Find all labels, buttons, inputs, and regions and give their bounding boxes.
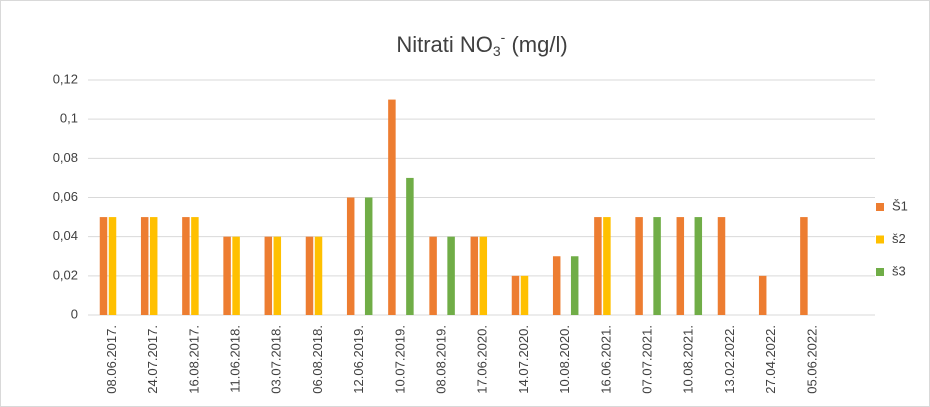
x-tick-label: 12.06.2019. bbox=[351, 325, 366, 394]
y-tick-label: 0,1 bbox=[60, 111, 78, 126]
y-tick-label: 0,12 bbox=[53, 71, 78, 86]
bar bbox=[694, 217, 703, 315]
x-tick-label: 03.07.2018. bbox=[269, 325, 284, 394]
bar bbox=[364, 197, 373, 315]
bar bbox=[717, 217, 726, 315]
chart-title: Nitrati NO3- (mg/l) bbox=[396, 29, 567, 59]
x-tick-label: 27.04.2022. bbox=[763, 325, 778, 394]
legend-label: š3 bbox=[892, 263, 906, 278]
bar bbox=[140, 217, 149, 315]
bar bbox=[570, 256, 579, 315]
x-tick-label: 17.06.2020. bbox=[475, 325, 490, 394]
x-tick-label: 13.02.2022. bbox=[722, 325, 737, 394]
y-tick-label: 0,02 bbox=[53, 267, 78, 282]
bar bbox=[191, 217, 199, 315]
bar bbox=[653, 217, 661, 315]
bar bbox=[594, 217, 602, 315]
bar bbox=[479, 236, 488, 315]
bar bbox=[346, 197, 355, 315]
y-tick-label: 0,08 bbox=[53, 150, 78, 165]
bar bbox=[264, 236, 273, 315]
bar bbox=[758, 275, 767, 315]
bar bbox=[447, 236, 455, 315]
x-tick-label: 06.08.2018. bbox=[310, 325, 325, 394]
title-unit: (mg/l) bbox=[505, 32, 567, 57]
bar bbox=[406, 177, 414, 315]
x-tick-label: 10.08.2021. bbox=[681, 325, 696, 394]
legend-swatch bbox=[876, 268, 884, 276]
bar bbox=[223, 236, 231, 315]
x-tick-label: 16.08.2017. bbox=[186, 325, 201, 394]
bar bbox=[429, 236, 437, 315]
x-tick-label: 24.07.2017. bbox=[145, 325, 160, 394]
bar bbox=[676, 217, 685, 315]
title-sub: 3 bbox=[493, 43, 501, 59]
x-tick-label: 14.07.2020. bbox=[516, 325, 531, 394]
x-tick-label: 05.06.2022. bbox=[804, 325, 819, 394]
y-tick-label: 0 bbox=[71, 306, 78, 321]
bar bbox=[470, 236, 479, 315]
bar bbox=[182, 217, 190, 315]
bar bbox=[800, 217, 808, 315]
title-text: Nitrati NO bbox=[396, 32, 493, 57]
x-tick-label: 10.08.2020. bbox=[557, 325, 572, 394]
bar bbox=[273, 236, 282, 315]
legend-swatch bbox=[876, 203, 884, 211]
legend-label: Š1 bbox=[892, 198, 908, 213]
y-tick-label: 0,04 bbox=[53, 228, 78, 243]
bar bbox=[603, 217, 611, 315]
legend-swatch bbox=[876, 235, 884, 244]
bar bbox=[232, 236, 240, 315]
x-tick-label: 07.07.2021. bbox=[640, 325, 655, 394]
x-tick-label: 08.08.2019. bbox=[434, 325, 449, 394]
y-tick-label: 0,06 bbox=[53, 189, 78, 204]
bar bbox=[552, 256, 561, 315]
bar bbox=[388, 99, 396, 315]
bar bbox=[520, 275, 529, 315]
title-sup: - bbox=[501, 29, 506, 45]
x-tick-label: 16.06.2021. bbox=[598, 325, 613, 394]
bar bbox=[305, 236, 314, 315]
x-tick-label: 08.06.2017. bbox=[104, 325, 119, 394]
bar bbox=[314, 236, 323, 315]
bar bbox=[511, 275, 520, 315]
bar bbox=[635, 217, 643, 315]
bar bbox=[108, 217, 117, 315]
x-tick-label: 10.07.2019. bbox=[392, 325, 407, 394]
x-tick-label: 11.06.2018. bbox=[228, 325, 243, 393]
legend-label: š2 bbox=[892, 231, 906, 246]
bar bbox=[99, 217, 108, 315]
bar bbox=[149, 217, 158, 315]
